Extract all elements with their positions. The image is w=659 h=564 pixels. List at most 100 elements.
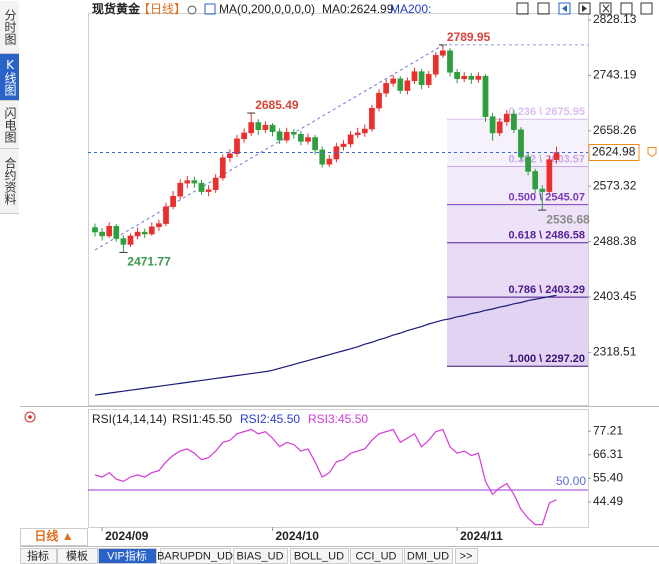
fib-band: [447, 242, 588, 298]
peak-label: 2536.68: [546, 212, 590, 226]
legend-entry: RSI3:45.50: [308, 412, 368, 426]
candle-body: [319, 149, 326, 165]
candle-body: [219, 157, 226, 179]
candle-body: [205, 189, 212, 192]
last-price-label: 2624.98: [592, 145, 636, 159]
rsi-title: RSI(14,14,14): [92, 412, 167, 426]
candle-body: [92, 227, 98, 233]
candle-body: [390, 78, 397, 84]
candle-body: [234, 138, 240, 155]
candle-body: [276, 131, 283, 141]
candle-body: [113, 225, 120, 239]
candle-body: [404, 80, 411, 91]
candle-body: [411, 71, 418, 82]
reference-label: 50.00: [556, 474, 586, 488]
side-tab[interactable]: 闪电图: [0, 101, 19, 149]
candle-body: [383, 83, 389, 94]
bottom-tab-label[interactable]: CCI_UD: [356, 550, 397, 562]
candle-body: [241, 132, 247, 140]
y-tick-label: 66.31: [593, 447, 623, 461]
candle-body: [127, 235, 134, 245]
candle-body: [369, 107, 375, 130]
legend-entry: MA0:2624.99: [322, 2, 394, 16]
fib-band: [447, 204, 588, 243]
icon[interactable]: [578, 2, 591, 15]
bottom-tab-label[interactable]: 模板: [66, 548, 88, 562]
settings-icon[interactable]: [28, 415, 32, 419]
indicator-icon[interactable]: [204, 3, 216, 15]
candle-body: [120, 238, 127, 245]
chart-title: 现货黄金: [92, 1, 141, 16]
x-tick-label: 2024/11: [460, 529, 503, 543]
icon[interactable]: [599, 2, 612, 15]
candle-body: [290, 132, 297, 135]
fib-label: 0.236 \ 2675.95: [509, 106, 585, 118]
period-button-label[interactable]: 日线 ▲: [34, 528, 73, 543]
bottom-tab-label[interactable]: BARUPDN_UD: [157, 550, 233, 562]
candle-body: [354, 132, 361, 136]
side-tab[interactable]: 合约资料: [0, 149, 19, 214]
bottom-tab-label[interactable]: VIP指标: [107, 548, 147, 562]
y-tick-label: 2403.45: [593, 289, 637, 303]
peak-label: 2685.49: [255, 98, 299, 112]
icon[interactable]: [620, 2, 633, 15]
y-tick-label: 44.49: [593, 494, 623, 508]
bottom-tab-label[interactable]: BIAS_UD: [236, 550, 283, 562]
bottom-tab-label[interactable]: BOLL_UD: [294, 550, 344, 562]
candle-body: [482, 75, 489, 117]
y-tick-label: 55.40: [593, 471, 623, 485]
candle-body: [248, 122, 255, 134]
side-tab[interactable]: K线图: [0, 54, 19, 101]
candle-body: [312, 137, 318, 151]
candle-body: [99, 231, 105, 237]
candle-body: [361, 128, 368, 134]
bottom-tab-label[interactable]: DMI_UD: [407, 550, 449, 562]
y-tick-label: 2488.38: [593, 234, 637, 248]
candle-body: [475, 75, 482, 80]
icon[interactable]: [582, 5, 587, 12]
icon[interactable]: [516, 2, 529, 15]
fib-label: 0.618 \ 2486.58: [509, 230, 585, 242]
y-tick-label: 2318.51: [593, 345, 637, 359]
candle-body: [518, 129, 524, 158]
y-tick-label: 2658.26: [593, 123, 637, 137]
candle-body: [326, 158, 333, 165]
bottom-tab-label[interactable]: 指标: [27, 548, 49, 562]
candle-body: [134, 231, 141, 237]
plot-frame: [88, 13, 589, 406]
indicator: MA(0,200,0,0,0,0): [219, 2, 315, 16]
fib-band: [447, 297, 588, 367]
rsi-frame: [88, 409, 589, 528]
x-tick-label: 2024/09: [105, 529, 149, 543]
y-tick-label: 2743.19: [593, 68, 637, 82]
candle-body: [503, 113, 510, 123]
toolbar-icons: [516, 2, 653, 15]
icon[interactable]: [640, 2, 653, 15]
rsi-line: [94, 428, 557, 526]
trend-line: [94, 43, 446, 251]
settings-icon[interactable]: [24, 411, 36, 423]
last-price-box: [588, 144, 640, 162]
legend-entry: RSI2:45.50: [240, 412, 300, 426]
candle-body: [262, 124, 269, 130]
add-icon[interactable]: [187, 5, 197, 15]
candle-body: [255, 122, 262, 130]
candle-body: [525, 156, 531, 172]
icon[interactable]: [602, 4, 610, 13]
candle-body: [376, 92, 382, 109]
side-tab[interactable]: 分时图: [0, 1, 19, 54]
candle-body: [283, 132, 290, 141]
icon[interactable]: [562, 5, 567, 12]
icon[interactable]: [537, 2, 550, 15]
candle-body: [489, 116, 496, 134]
period-button[interactable]: [20, 528, 88, 546]
candle-body: [447, 50, 453, 73]
bottom-tab-label[interactable]: >>: [460, 550, 473, 562]
candle-body: [340, 143, 347, 147]
candle-body: [425, 73, 432, 85]
legend-entry: MA200:: [390, 2, 431, 16]
candle-body: [432, 55, 439, 75]
candle-body: [184, 180, 191, 184]
candle-body: [347, 134, 354, 145]
